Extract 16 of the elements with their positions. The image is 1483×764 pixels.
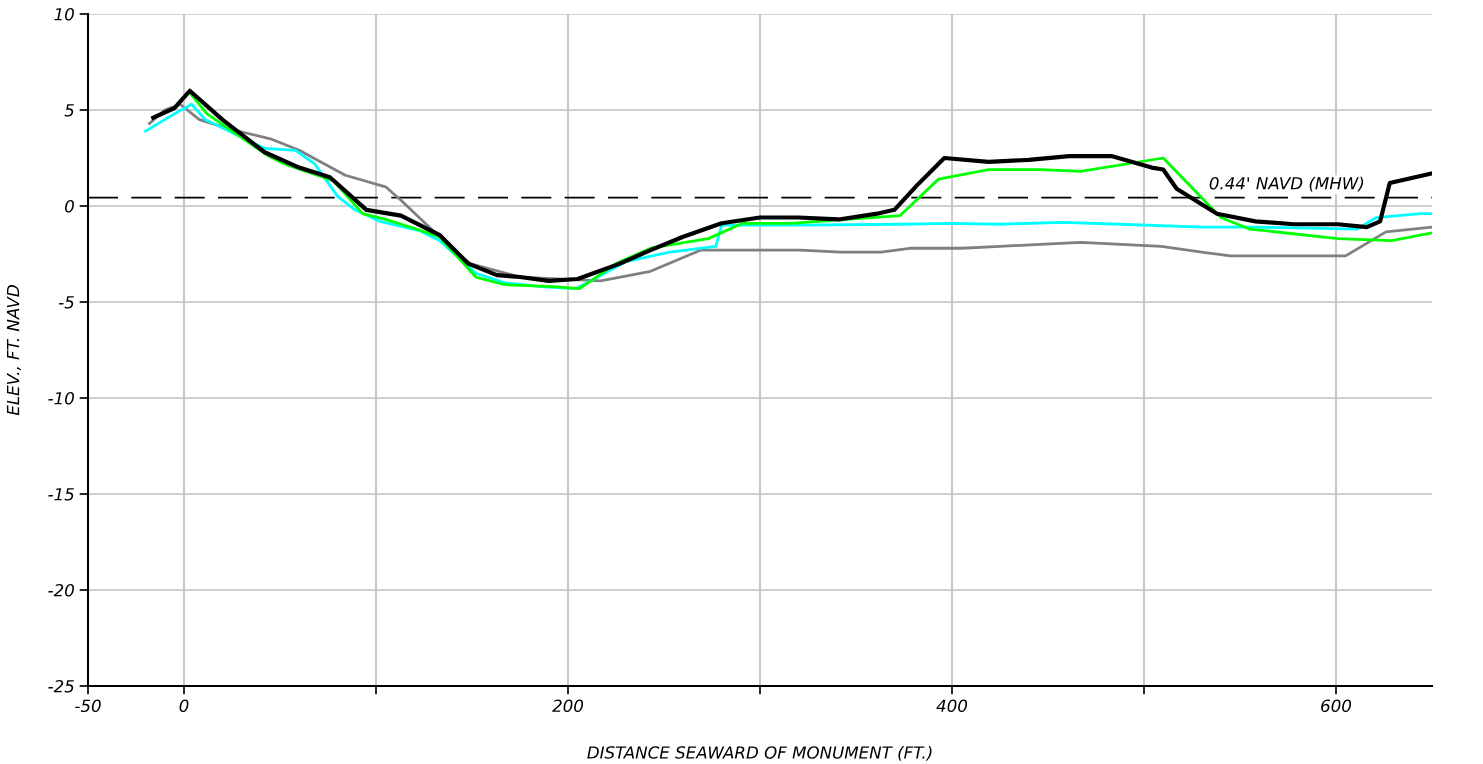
- ref-line-label: 0.44' NAVD (MHW): [1209, 176, 1364, 192]
- y-tick-label: -20: [48, 583, 74, 597]
- x-tick-label: 200: [552, 699, 584, 713]
- y-tick-label: -15: [48, 488, 74, 501]
- x-tick-label: -50: [75, 699, 101, 713]
- x-tick-label: 600: [1321, 699, 1352, 713]
- x-tick-label: 0: [179, 699, 189, 713]
- y-tick-label: 10: [54, 7, 74, 21]
- y-axis-title: ELEV., FT. NAVD: [6, 285, 22, 416]
- x-axis-title: DISTANCE SEAWARD OF MONUMENT (FT.): [587, 745, 932, 761]
- y-tick-label: -5: [58, 296, 74, 309]
- x-tick-label: 400: [936, 699, 968, 713]
- y-tick-label: -25: [48, 679, 74, 693]
- y-tick-label: -10: [48, 391, 74, 405]
- y-tick-label: 5: [64, 104, 74, 117]
- y-tick-label: 0: [65, 199, 74, 213]
